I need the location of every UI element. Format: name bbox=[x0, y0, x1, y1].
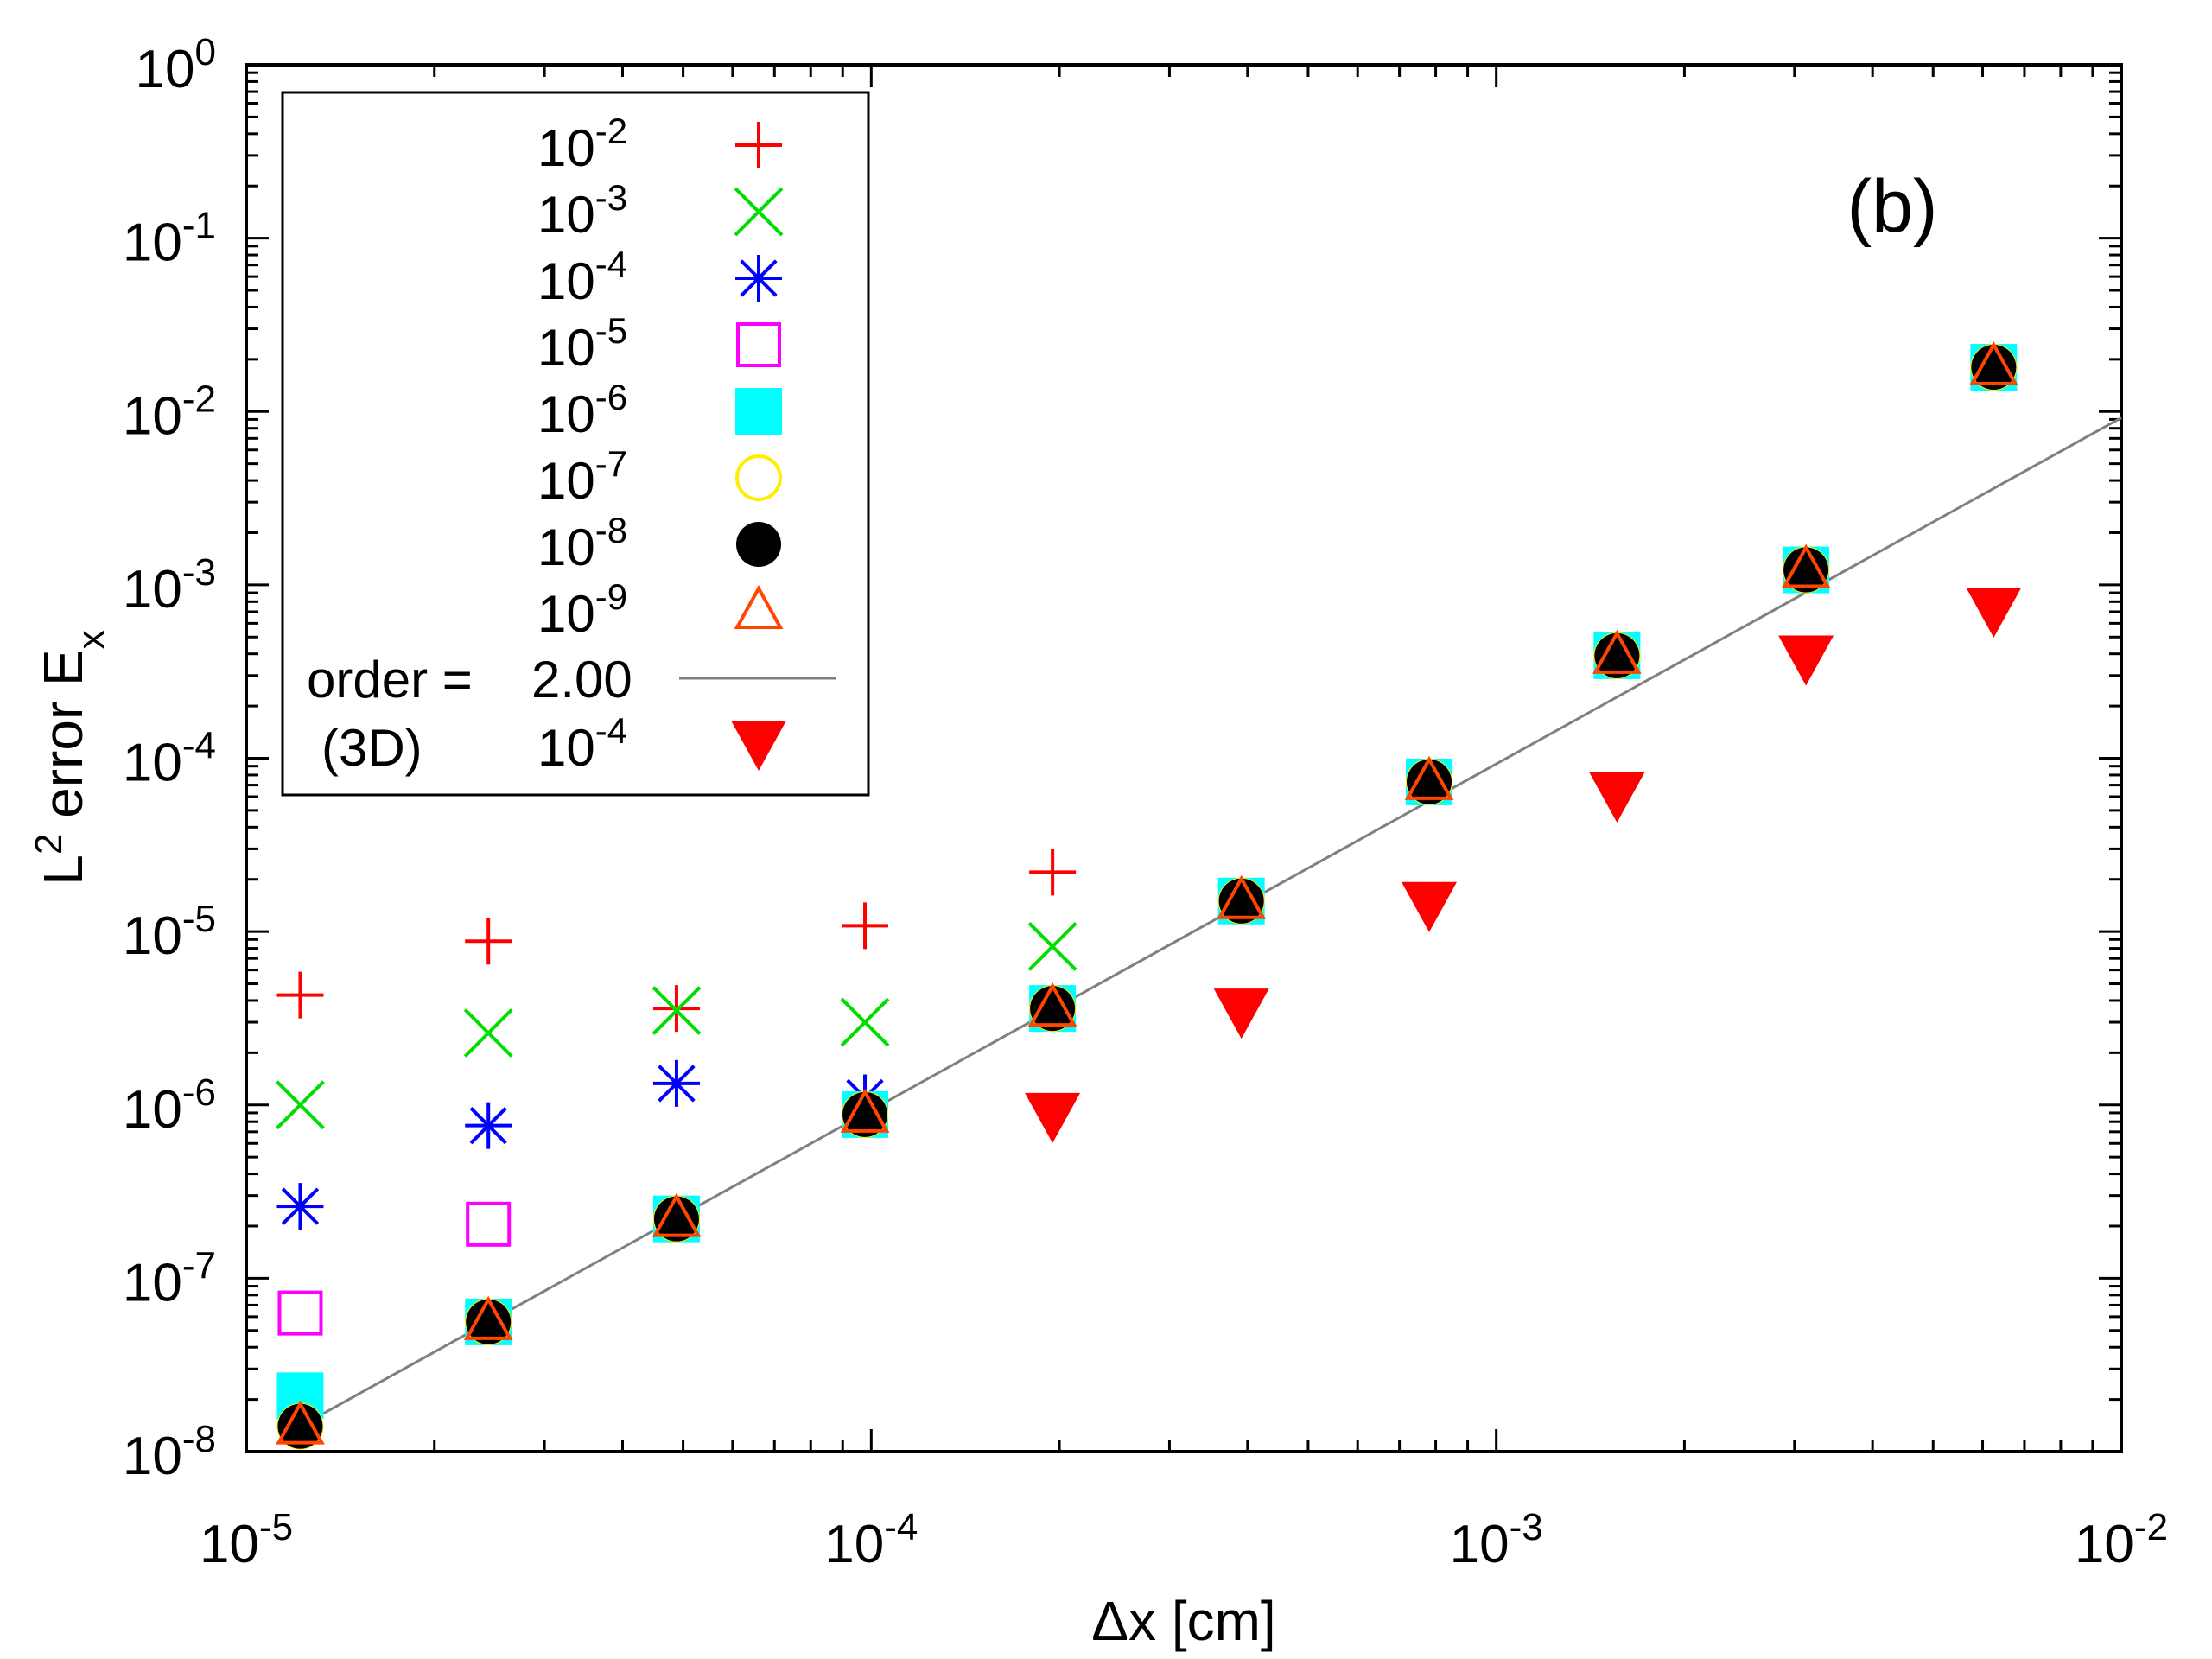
legend-marker bbox=[736, 322, 781, 367]
data-point bbox=[840, 997, 890, 1047]
y-tick-label: 10-5 bbox=[123, 898, 216, 966]
y-tick-label: 10-6 bbox=[123, 1071, 216, 1140]
legend-3d-label: (3D) bbox=[321, 719, 423, 777]
data-point bbox=[1218, 878, 1264, 924]
data-point bbox=[1027, 982, 1077, 1027]
data-point bbox=[276, 1080, 325, 1130]
data-point bbox=[463, 1008, 513, 1058]
data-point bbox=[1783, 547, 1829, 593]
legend-marker bbox=[734, 584, 784, 629]
series-triangle-open bbox=[276, 340, 2018, 1445]
series-cross bbox=[276, 922, 1077, 1130]
data-point bbox=[842, 902, 889, 950]
data-series-layer bbox=[276, 340, 2022, 1450]
data-point bbox=[1778, 635, 1834, 686]
legend-marker bbox=[735, 255, 782, 302]
y-tick-label: 10-4 bbox=[123, 725, 216, 793]
legend-marker bbox=[735, 122, 782, 168]
legend-label: 10-2 bbox=[537, 111, 627, 177]
data-point bbox=[840, 1088, 890, 1133]
data-point bbox=[1407, 759, 1452, 804]
series-triangle-down-filled bbox=[1025, 587, 2022, 1143]
data-point bbox=[466, 1201, 512, 1247]
legend-label: 10-6 bbox=[537, 377, 627, 443]
data-point bbox=[1592, 629, 1642, 674]
series-square-open bbox=[277, 1201, 512, 1336]
x-tick-label: 10-4 bbox=[824, 1506, 918, 1574]
data-point bbox=[276, 971, 324, 1019]
plot-frame bbox=[245, 63, 2123, 1453]
legend-order-label: order = bbox=[307, 651, 473, 709]
legend-marker bbox=[731, 721, 786, 771]
legend-label: 10-7 bbox=[537, 443, 627, 510]
data-point bbox=[466, 1299, 512, 1344]
data-point bbox=[1029, 849, 1077, 896]
panel-label: (b) bbox=[1847, 165, 1937, 248]
y-axis-title: L2 error Ex bbox=[28, 630, 112, 885]
legend-label: 10-9 bbox=[537, 576, 627, 643]
data-point bbox=[465, 1102, 512, 1149]
data-point bbox=[652, 986, 702, 1036]
x-axis-title: Δx [cm] bbox=[1091, 1590, 1275, 1652]
series-star bbox=[276, 1059, 889, 1230]
data-point bbox=[842, 1091, 888, 1137]
data-point bbox=[276, 1183, 324, 1230]
data-point bbox=[1781, 543, 1831, 588]
y-tick-label: 100 bbox=[136, 31, 216, 99]
x-tick-label: 10-3 bbox=[1450, 1506, 1543, 1574]
legend-marker bbox=[736, 522, 781, 567]
legend-label: 10-8 bbox=[537, 510, 627, 576]
data-point bbox=[1402, 881, 1458, 932]
data-point bbox=[1966, 587, 2022, 638]
legend-marker bbox=[735, 388, 782, 435]
data-point bbox=[1030, 986, 1076, 1032]
legend-marker bbox=[735, 454, 782, 501]
data-point bbox=[1027, 922, 1077, 971]
data-point bbox=[1404, 755, 1454, 800]
data-point bbox=[276, 1400, 325, 1445]
data-point bbox=[1968, 340, 2018, 386]
x-tick-label: 10-2 bbox=[2075, 1506, 2168, 1574]
data-point bbox=[463, 1295, 513, 1340]
data-point bbox=[653, 1196, 699, 1242]
axis-ticks bbox=[245, 63, 2123, 1453]
data-point bbox=[277, 1290, 323, 1336]
legend-order-value: 2.00 bbox=[531, 651, 632, 709]
data-point bbox=[1025, 1092, 1081, 1143]
legend-label: 10-4 bbox=[537, 710, 627, 777]
data-point bbox=[465, 918, 512, 965]
data-point bbox=[277, 1403, 323, 1449]
data-point bbox=[1217, 874, 1267, 919]
legend-label: 10-5 bbox=[537, 310, 627, 377]
y-tick-label: 10-2 bbox=[123, 378, 216, 446]
data-point bbox=[652, 1192, 702, 1237]
data-point bbox=[1213, 988, 1269, 1039]
y-tick-label: 10-1 bbox=[123, 205, 216, 273]
data-point bbox=[1589, 772, 1645, 823]
x-tick-labels: 10-5 10-4 10-3 10-2 bbox=[200, 1506, 2168, 1574]
y-tick-labels: 10-8 10-7 10-6 10-5 10-4 10-3 10-2 10-1 100 bbox=[123, 31, 216, 1486]
data-point bbox=[1594, 632, 1640, 678]
data-point bbox=[652, 1059, 700, 1107]
series-plus bbox=[276, 849, 1077, 1033]
series-circle-filled bbox=[277, 345, 2017, 1449]
y-tick-label: 10-3 bbox=[123, 551, 216, 620]
legend-marker bbox=[734, 187, 784, 237]
legend-label: 10-4 bbox=[537, 244, 627, 310]
y-tick-label: 10-8 bbox=[123, 1418, 216, 1486]
legend-label: 10-3 bbox=[537, 177, 627, 244]
y-tick-label: 10-7 bbox=[123, 1244, 216, 1313]
x-tick-label: 10-5 bbox=[200, 1506, 293, 1574]
data-point bbox=[1971, 345, 2017, 391]
